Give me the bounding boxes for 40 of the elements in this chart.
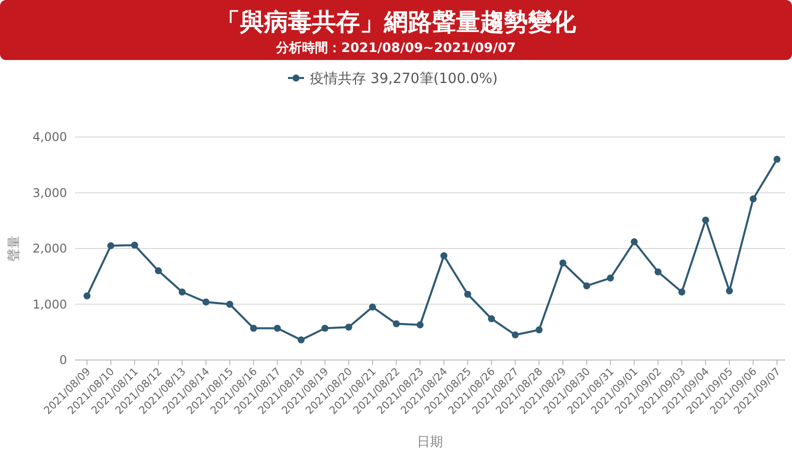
point xyxy=(274,324,281,332)
y-tick-label: 3,000 xyxy=(32,186,67,200)
point xyxy=(107,242,114,250)
chart-title: 「與病毒共存」網路聲量趨勢變化 xyxy=(216,8,577,36)
point xyxy=(298,336,305,344)
point xyxy=(488,315,495,322)
point xyxy=(536,326,543,334)
point xyxy=(369,304,376,311)
legend-label: 疫情共存 39,270筆(100.0%) xyxy=(310,71,498,87)
point xyxy=(392,320,400,328)
point xyxy=(606,274,614,282)
point xyxy=(702,216,710,224)
point xyxy=(416,321,424,328)
point xyxy=(678,288,686,296)
point xyxy=(654,268,662,276)
point xyxy=(583,282,590,290)
y-tick-label: 4,000 xyxy=(32,130,67,144)
point xyxy=(726,287,733,294)
chart-subtitle: 分析時間：2021/08/09~2021/09/07 xyxy=(275,41,516,56)
point xyxy=(774,156,780,163)
point xyxy=(750,195,757,202)
point xyxy=(202,298,210,306)
y-axis-title: 聲量 xyxy=(7,236,22,262)
point xyxy=(131,242,138,249)
y-tick-label: 2,000 xyxy=(32,242,67,256)
point xyxy=(512,331,519,338)
point xyxy=(178,288,186,296)
point xyxy=(250,324,258,332)
point xyxy=(226,300,234,308)
y-tick-label: 0 xyxy=(59,353,67,367)
point xyxy=(630,238,638,246)
point xyxy=(321,324,328,332)
point xyxy=(440,252,448,260)
point xyxy=(559,259,566,266)
x-axis-title: 日期 xyxy=(417,435,443,450)
point xyxy=(154,267,162,274)
y-tick-label: 1,000 xyxy=(32,297,67,312)
point xyxy=(84,292,90,300)
point xyxy=(464,290,472,298)
point xyxy=(345,324,352,331)
